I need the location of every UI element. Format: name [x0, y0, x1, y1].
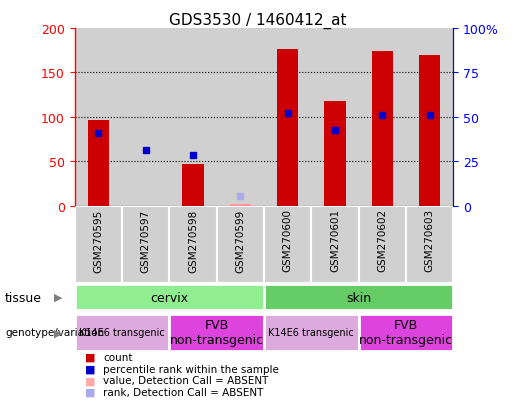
Text: ■: ■: [85, 387, 95, 397]
Text: rank, Detection Call = ABSENT: rank, Detection Call = ABSENT: [103, 387, 263, 397]
Text: K14E6 transgenic: K14E6 transgenic: [268, 328, 354, 337]
Bar: [217, 29, 264, 206]
Bar: [75, 314, 169, 351]
Bar: [264, 314, 358, 351]
Text: GSM270598: GSM270598: [188, 209, 198, 272]
Bar: [264, 29, 311, 206]
Text: GSM270601: GSM270601: [330, 209, 340, 272]
Bar: [358, 29, 406, 206]
Bar: [358, 314, 453, 351]
Text: GDS3530 / 1460412_at: GDS3530 / 1460412_at: [169, 12, 346, 28]
Bar: [277, 50, 298, 206]
Bar: [169, 29, 217, 206]
Bar: [324, 102, 346, 206]
Text: ■: ■: [85, 352, 95, 362]
Text: GSM270599: GSM270599: [235, 209, 245, 272]
Bar: [406, 29, 453, 206]
Bar: [264, 206, 311, 283]
Bar: [169, 206, 217, 283]
Bar: [217, 206, 264, 283]
Bar: [311, 29, 358, 206]
Text: genotype/variation: genotype/variation: [5, 328, 104, 337]
Bar: [169, 314, 264, 351]
Text: percentile rank within the sample: percentile rank within the sample: [103, 364, 279, 374]
Text: cervix: cervix: [150, 291, 188, 304]
Bar: [182, 165, 203, 206]
Text: GSM270595: GSM270595: [93, 209, 104, 272]
Bar: [230, 205, 251, 206]
Text: ■: ■: [85, 375, 95, 385]
Text: ▶: ▶: [54, 328, 63, 337]
Bar: [75, 29, 122, 206]
Bar: [122, 29, 169, 206]
Bar: [311, 206, 358, 283]
Text: K14E6 transgenic: K14E6 transgenic: [79, 328, 165, 337]
Bar: [419, 55, 440, 206]
Text: ▶: ▶: [54, 292, 63, 302]
Bar: [264, 284, 453, 311]
Text: GSM270603: GSM270603: [424, 209, 435, 272]
Bar: [75, 284, 264, 311]
Text: GSM270600: GSM270600: [283, 209, 293, 272]
Text: value, Detection Call = ABSENT: value, Detection Call = ABSENT: [103, 375, 268, 385]
Bar: [75, 206, 122, 283]
Text: GSM270597: GSM270597: [141, 209, 151, 272]
Text: skin: skin: [346, 291, 371, 304]
Text: tissue: tissue: [5, 291, 42, 304]
Bar: [372, 52, 393, 206]
Bar: [406, 206, 453, 283]
Text: GSM270602: GSM270602: [377, 209, 387, 272]
Text: FVB
non-transgenic: FVB non-transgenic: [359, 318, 453, 347]
Text: count: count: [103, 352, 132, 362]
Bar: [88, 120, 109, 206]
Bar: [122, 206, 169, 283]
Bar: [358, 206, 406, 283]
Text: ■: ■: [85, 364, 95, 374]
Text: FVB
non-transgenic: FVB non-transgenic: [169, 318, 264, 347]
